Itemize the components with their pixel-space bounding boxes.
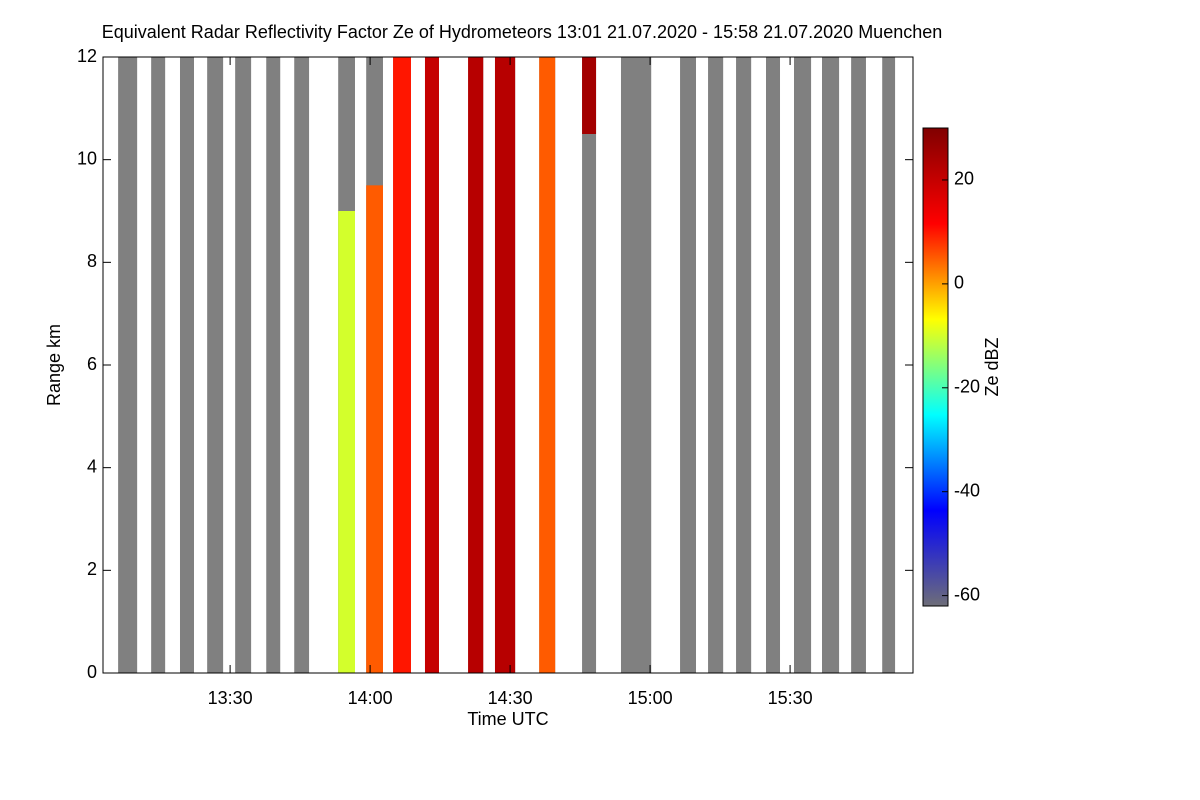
y-tick-label: 0 <box>87 662 97 682</box>
echo-column <box>494 57 516 673</box>
colorbar-label: Ze dBZ <box>982 337 1002 396</box>
scan-period <box>294 57 310 673</box>
x-tick-label: 15:00 <box>628 688 673 708</box>
x-tick-label: 13:30 <box>208 688 253 708</box>
echo-column <box>582 57 597 134</box>
echo-column <box>338 211 355 673</box>
colorbar-tick-label: -40 <box>954 480 980 500</box>
echo-column <box>539 57 556 673</box>
colorbar-tick-label: 0 <box>954 273 964 293</box>
y-tick-label: 8 <box>87 251 97 271</box>
scan-period <box>822 57 840 673</box>
x-tick-label: 15:30 <box>768 688 813 708</box>
echo-column <box>366 185 383 674</box>
y-tick-label: 12 <box>77 46 97 66</box>
x-axis-label: Time UTC <box>467 709 548 729</box>
x-tick-label: 14:00 <box>348 688 393 708</box>
chart-title: Equivalent Radar Reflectivity Factor Ze … <box>102 22 943 42</box>
scan-period <box>582 57 597 673</box>
scan-period <box>235 57 252 673</box>
scan-period <box>620 57 652 673</box>
scan-period <box>179 57 194 673</box>
scan-period <box>851 57 866 673</box>
y-tick-label: 2 <box>87 559 97 579</box>
scan-period <box>151 57 166 673</box>
y-tick-label: 4 <box>87 456 97 476</box>
scan-period <box>207 57 224 673</box>
echo-column <box>393 57 411 673</box>
scan-period <box>736 57 752 673</box>
scan-period <box>882 57 896 673</box>
scan-period <box>680 57 697 673</box>
scan-period <box>766 57 781 673</box>
y-tick-label: 6 <box>87 354 97 374</box>
scan-period <box>118 57 138 673</box>
y-tick-label: 10 <box>77 148 97 168</box>
echo-column <box>468 57 484 673</box>
scan-period <box>794 57 812 673</box>
scan-period <box>708 57 724 673</box>
colorbar-tick-label: -20 <box>954 377 980 397</box>
x-tick-label: 14:30 <box>488 688 533 708</box>
colorbar <box>922 127 949 607</box>
colorbar-tick-label: 20 <box>954 169 974 189</box>
echo-column <box>424 57 439 673</box>
colorbar-tick-label: -60 <box>954 584 980 604</box>
scan-period <box>266 57 281 673</box>
y-axis-label: Range km <box>44 324 64 406</box>
